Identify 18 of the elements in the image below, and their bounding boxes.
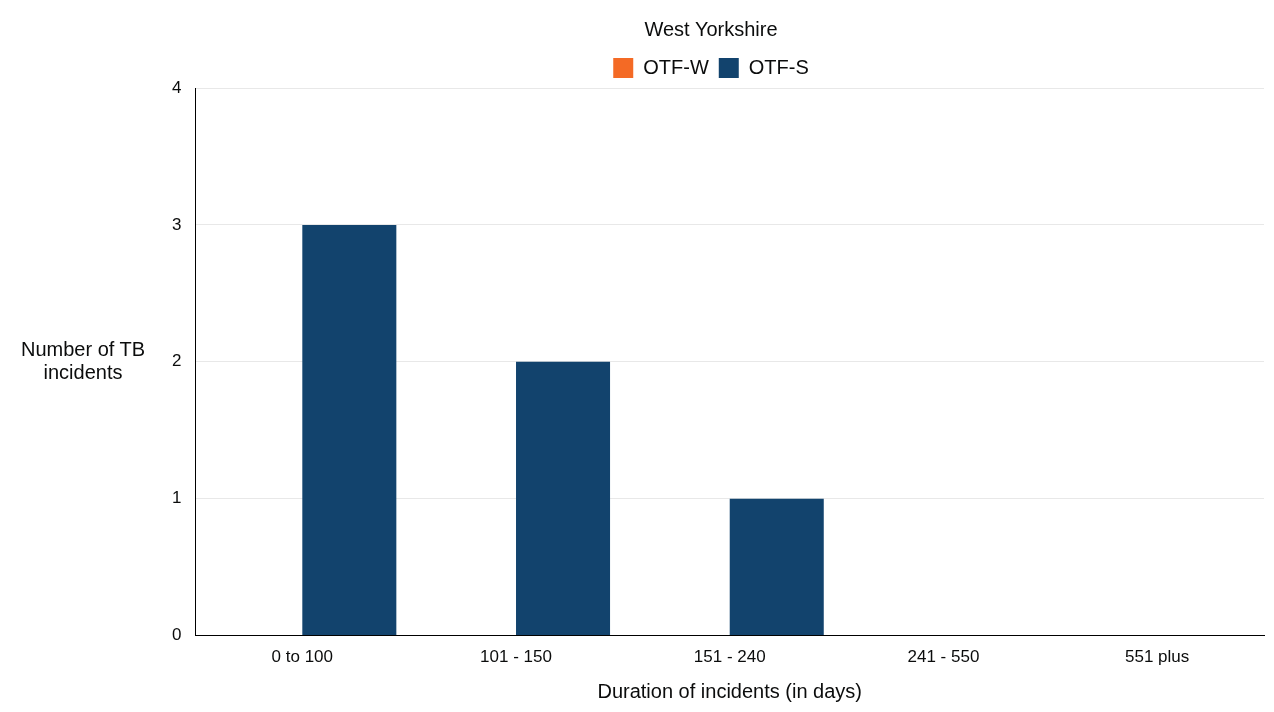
y-tick-label: 3: [171, 214, 182, 234]
x-tick-label: 241 - 550: [907, 647, 980, 667]
chart-title: West Yorkshire: [644, 17, 778, 40]
bar: [729, 498, 824, 636]
legend-label: OTF-S: [748, 55, 809, 78]
x-tick-label: 151 - 240: [693, 647, 766, 667]
x-tick-label: 101 - 150: [480, 647, 552, 667]
bar: [516, 361, 611, 636]
y-tick-label: 4: [171, 77, 182, 97]
x-tick-label: 551 plus: [1125, 647, 1190, 667]
x-axis-title: Duration of incidents (in days): [597, 679, 863, 702]
x-tick-label: 0 to 100: [271, 647, 334, 667]
legend-label: OTF-W: [643, 55, 709, 78]
y-axis-title: Number of TB incidents: [20, 337, 146, 383]
bar: [302, 224, 397, 636]
y-tick-label: 1: [171, 488, 182, 508]
y-tick-label: 0: [171, 625, 182, 645]
y-tick-label: 2: [171, 351, 182, 371]
